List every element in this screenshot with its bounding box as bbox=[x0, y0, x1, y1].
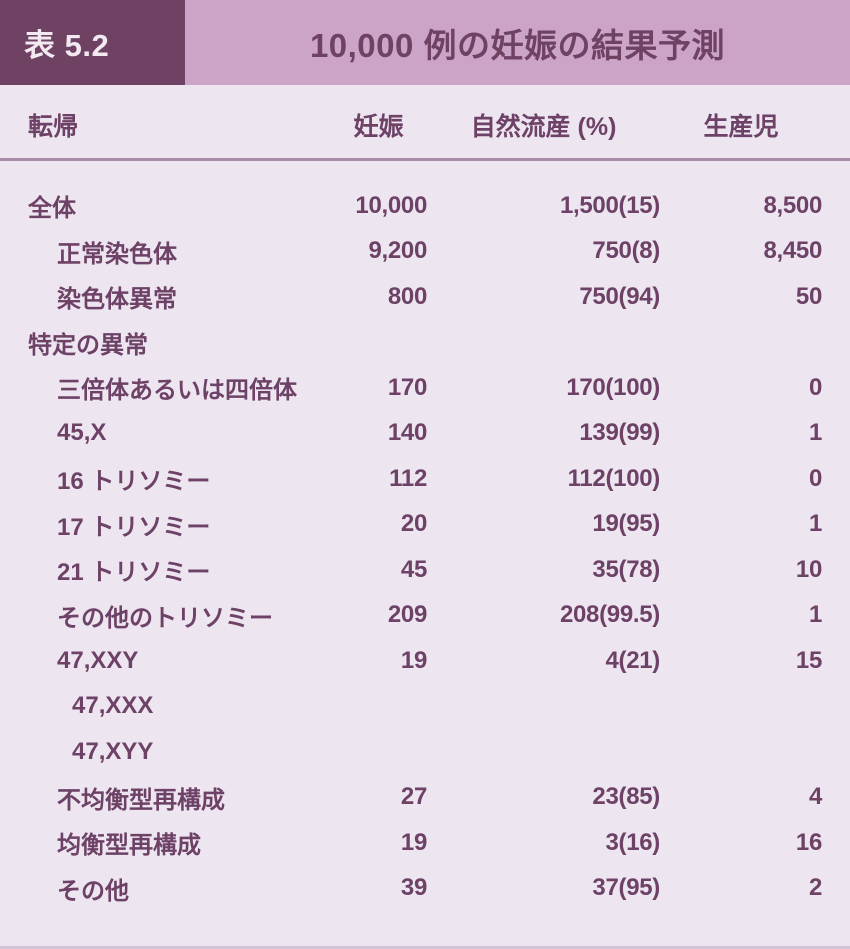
row-label: 21 トリソミー bbox=[57, 559, 211, 587]
cell-liveborn: 8,500 bbox=[763, 191, 822, 219]
cell-pregnancies: 39 bbox=[400, 874, 427, 902]
row-label: 全体 bbox=[28, 195, 76, 223]
cell-liveborn: 15 bbox=[795, 646, 822, 674]
column-header-row: 転帰 妊娠 自然流産 (%) 生産児 bbox=[0, 85, 850, 161]
cell-pregnancies: 10,000 bbox=[355, 191, 427, 219]
table-row: 全体 10,000 1,500(15) 8,500 bbox=[0, 183, 850, 229]
cell-pregnancies: 209 bbox=[387, 601, 427, 629]
title-bar: 表 5.2 10,000 例の妊娠の結果予測 bbox=[0, 0, 850, 85]
row-label: 均衡型再構成 bbox=[57, 832, 201, 860]
row-label: 正常染色体 bbox=[57, 240, 177, 268]
table-row: 17 トリソミー 20 19(95) 1 bbox=[0, 502, 850, 548]
table-row: 47,XXX bbox=[0, 684, 850, 730]
row-label: 47,XXX bbox=[72, 692, 154, 720]
cell-liveborn: 0 bbox=[808, 464, 822, 492]
row-label: 三倍体あるいは四倍体 bbox=[57, 377, 297, 405]
column-header-pregnancies: 妊娠 bbox=[353, 112, 404, 141]
column-header-liveborn: 生産児 bbox=[703, 112, 779, 141]
cell-liveborn: 1 bbox=[808, 601, 822, 629]
cell-liveborn: 0 bbox=[808, 373, 822, 401]
row-label: 16 トリソミー bbox=[57, 468, 211, 496]
table-row: その他 39 37(95) 2 bbox=[0, 866, 850, 912]
cell-abortion: 19(95) bbox=[592, 510, 660, 538]
row-label: 不均衡型再構成 bbox=[57, 786, 225, 814]
cell-abortion: 3(16) bbox=[605, 828, 660, 856]
table-number: 表 5.2 bbox=[24, 28, 110, 63]
cell-pregnancies: 19 bbox=[400, 646, 427, 674]
cell-pregnancies: 170 bbox=[387, 373, 427, 401]
table-row: 不均衡型再構成 27 23(85) 4 bbox=[0, 775, 850, 821]
row-label: その他のトリソミー bbox=[57, 604, 273, 632]
cell-pregnancies: 9,200 bbox=[368, 237, 427, 265]
cell-liveborn: 16 bbox=[795, 828, 822, 856]
cell-abortion: 35(78) bbox=[592, 555, 660, 583]
table-number-badge: 表 5.2 bbox=[0, 0, 185, 85]
row-label: 染色体異常 bbox=[57, 286, 177, 314]
table-row: 三倍体あるいは四倍体 170 170(100) 0 bbox=[0, 365, 850, 411]
cell-pregnancies: 112 bbox=[389, 464, 427, 492]
table-row: その他のトリソミー 209 208(99.5) 1 bbox=[0, 593, 850, 639]
table-body: 全体 10,000 1,500(15) 8,500 正常染色体 9,200 75… bbox=[0, 161, 850, 911]
cell-liveborn: 2 bbox=[808, 874, 822, 902]
table-row: 正常染色体 9,200 750(8) 8,450 bbox=[0, 229, 850, 275]
table-title: 10,000 例の妊娠の結果予測 bbox=[309, 26, 726, 64]
cell-abortion: 139(99) bbox=[579, 419, 660, 447]
cell-pregnancies: 140 bbox=[387, 419, 427, 447]
table-row: 均衡型再構成 19 3(16) 16 bbox=[0, 820, 850, 866]
cell-abortion: 208(99.5) bbox=[559, 601, 660, 629]
row-label: 45,X bbox=[57, 419, 107, 447]
table-row: 45,X 140 139(99) 1 bbox=[0, 411, 850, 457]
row-label: 47,XYY bbox=[72, 737, 154, 765]
table-row: 47,XYY bbox=[0, 729, 850, 775]
cell-abortion: 4(21) bbox=[605, 646, 660, 674]
row-label: 特定の異常 bbox=[28, 331, 148, 359]
table-row: 染色体異常 800 750(94) 50 bbox=[0, 274, 850, 320]
cell-pregnancies: 800 bbox=[387, 282, 427, 310]
cell-pregnancies: 19 bbox=[400, 828, 427, 856]
cell-liveborn: 10 bbox=[795, 555, 822, 583]
cell-liveborn: 50 bbox=[795, 282, 822, 310]
table-row: 47,XXY 19 4(21) 15 bbox=[0, 638, 850, 684]
cell-liveborn: 1 bbox=[808, 419, 822, 447]
cell-abortion: 112(100) bbox=[567, 464, 661, 492]
cell-liveborn: 8,450 bbox=[763, 237, 822, 265]
title-area: 10,000 例の妊娠の結果予測 bbox=[185, 0, 850, 85]
table-row: 16 トリソミー 112 112(100) 0 bbox=[0, 456, 850, 502]
cell-abortion: 37(95) bbox=[592, 874, 660, 902]
cell-pregnancies: 20 bbox=[400, 510, 427, 538]
cell-pregnancies: 45 bbox=[400, 555, 427, 583]
cell-abortion: 23(85) bbox=[592, 783, 660, 811]
table-row: 21 トリソミー 45 35(78) 10 bbox=[0, 547, 850, 593]
cell-abortion: 170(100) bbox=[566, 373, 660, 401]
cell-pregnancies: 27 bbox=[400, 783, 427, 811]
table-row: 特定の異常 bbox=[0, 320, 850, 366]
column-header-abortion: 自然流産 (%) bbox=[470, 112, 617, 141]
row-label: その他 bbox=[57, 877, 129, 905]
cell-abortion: 750(8) bbox=[592, 237, 660, 265]
row-label: 47,XXY bbox=[57, 646, 139, 674]
row-label: 17 トリソミー bbox=[57, 513, 211, 541]
cell-liveborn: 4 bbox=[808, 783, 822, 811]
column-header-outcome: 転帰 bbox=[28, 112, 79, 141]
cell-abortion: 1,500(15) bbox=[559, 191, 660, 219]
cell-abortion: 750(94) bbox=[579, 282, 660, 310]
cell-liveborn: 1 bbox=[808, 510, 822, 538]
